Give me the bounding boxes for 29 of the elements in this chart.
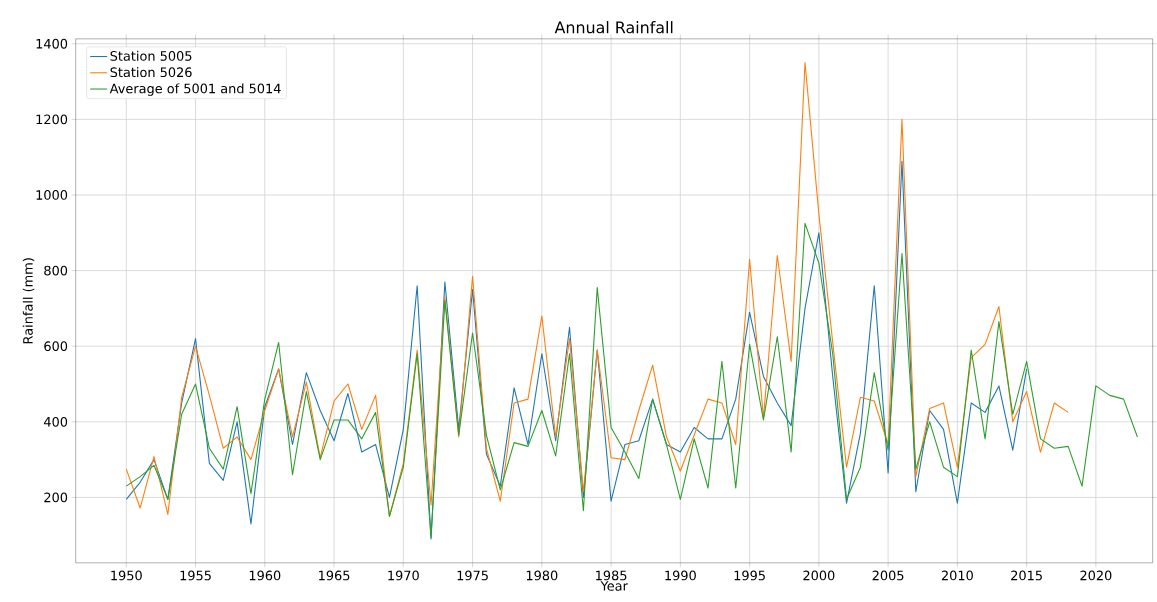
y-tick-label: 1000 [36, 190, 68, 201]
x-tick-label: 1990 [665, 570, 696, 581]
legend-label: Station 5026 [110, 67, 192, 78]
chart-title: Annual Rainfall [554, 21, 673, 34]
x-tick-label: 1955 [180, 570, 211, 581]
x-tick-label: 1975 [457, 570, 488, 581]
y-tick-label: 600 [44, 341, 68, 352]
x-tick-label: 1965 [319, 570, 350, 581]
y-tick-label: 1200 [36, 114, 68, 125]
x-tick-label: 2000 [803, 570, 835, 581]
y-axis-title: Rainfall (mm) [22, 258, 35, 344]
legend-label: Average of 5001 and 5014 [109, 83, 281, 96]
y-tick-label: 1400 [36, 39, 68, 49]
x-tick-label: 2005 [872, 570, 904, 581]
y-tick-label: 400 [43, 417, 68, 427]
x-axis-title: Year [600, 581, 628, 591]
x-tick-label: 2020 [1080, 570, 1112, 581]
x-tick-label: 2015 [1011, 570, 1042, 581]
y-tick-label: 200 [44, 492, 68, 503]
x-tick-label: 1985 [596, 570, 627, 581]
x-tick-label: 1995 [734, 570, 765, 581]
x-tick-label: 1970 [388, 570, 419, 581]
y-tick-label: 800 [44, 265, 68, 276]
x-tick-label: 1980 [526, 570, 558, 581]
line-series [125, 222, 1138, 538]
x-tick-label: 1960 [249, 570, 281, 581]
x-tick-label: 2010 [941, 570, 973, 581]
x-tick-label: 1950 [111, 570, 142, 581]
legend-label: Station 5005 [110, 51, 192, 61]
